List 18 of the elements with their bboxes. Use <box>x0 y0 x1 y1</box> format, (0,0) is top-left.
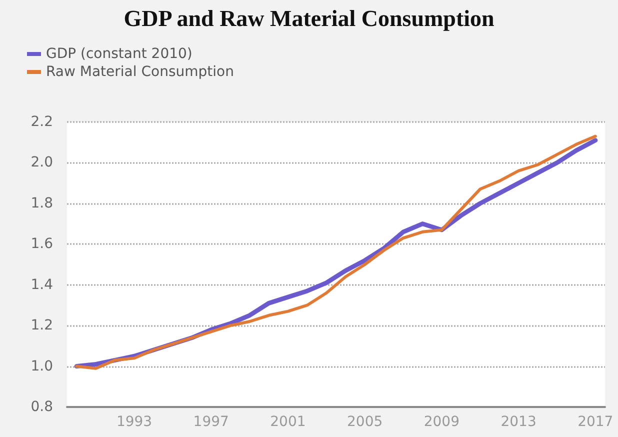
y-tick-label: 1.2 <box>30 318 53 334</box>
x-tick-label: 1997 <box>193 414 229 430</box>
y-tick-label: 1.0 <box>30 358 53 374</box>
x-tick-label: 1993 <box>116 414 152 430</box>
y-tick-label: 1.6 <box>30 236 54 252</box>
y-tick-label: 2.2 <box>30 114 53 130</box>
x-tick-label: 2013 <box>500 414 536 430</box>
y-tick-label: 1.4 <box>30 276 54 293</box>
y-tick-label: 0.8 <box>30 399 53 415</box>
x-tick-label: 2017 <box>578 414 614 430</box>
y-tick-label: 2.0 <box>30 154 53 171</box>
x-tick-label: 2005 <box>347 414 383 430</box>
x-tick-label: 2009 <box>424 414 460 430</box>
chart-title: GDP and Raw Material Consumption <box>124 6 494 31</box>
legend-label: GDP (constant 2010) <box>46 46 192 62</box>
y-tick-label: 1.8 <box>30 195 53 212</box>
legend-label: Raw Material Consumption <box>46 64 234 80</box>
x-tick-label: 2001 <box>270 414 306 430</box>
